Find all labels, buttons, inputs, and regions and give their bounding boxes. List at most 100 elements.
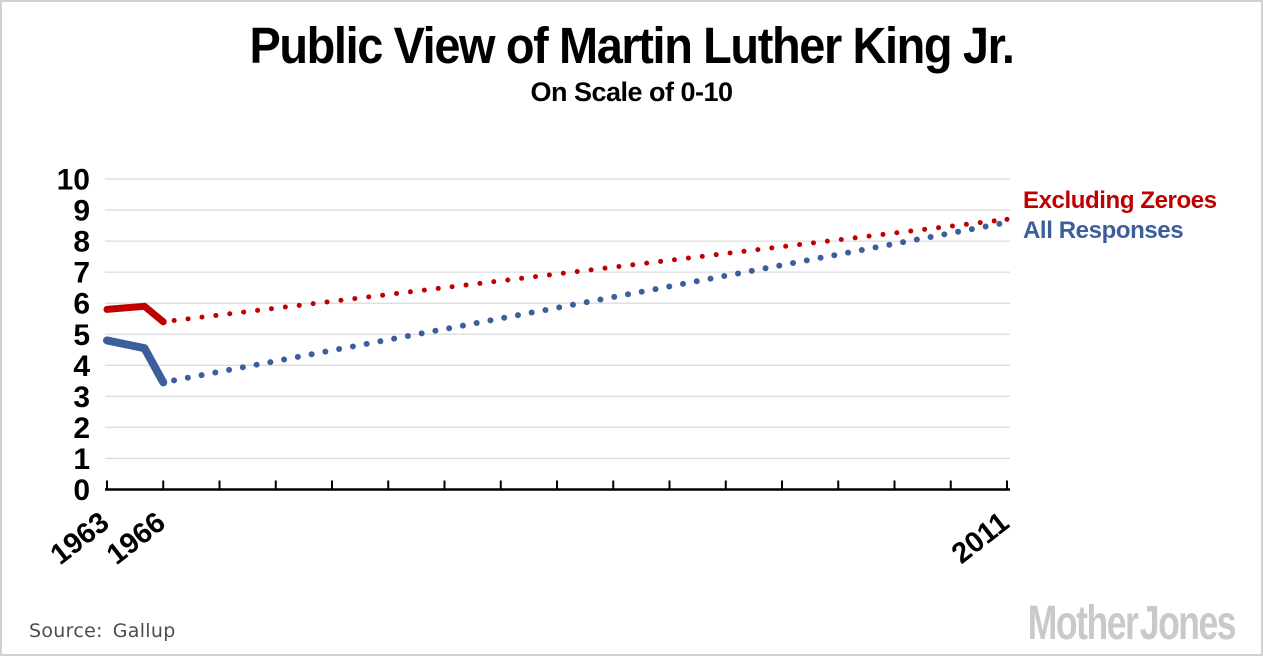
y-tick-label: 9 [73,195,90,228]
series-dot-1 [679,280,686,287]
series-dot-0 [435,285,441,291]
series-dot-0 [296,302,302,308]
series-dot-0 [505,277,511,283]
series-line-0 [103,302,167,326]
series-dot-0 [366,294,372,300]
series-dot-0 [755,247,761,253]
series-dot-0 [380,292,386,298]
series-dot-1 [281,356,288,363]
y-tick-label: 4 [73,350,90,383]
series-dot-0 [352,296,358,302]
series-dot-0 [491,279,497,285]
series-dot-1 [996,220,1003,227]
series-dot-0 [852,235,858,241]
series-dot-0 [644,260,650,266]
series-dot-0 [407,289,413,295]
series-dot-0 [963,221,969,227]
series-dot-1 [872,244,879,251]
series-dot-0 [588,267,594,273]
series-dot-0 [241,309,247,315]
series-dot-1 [762,265,769,272]
series-dot-0 [922,226,928,232]
series-dot-1 [556,304,563,311]
series-dot-0 [310,301,316,307]
series-dot-0 [255,307,261,313]
series-dot-0 [421,287,427,293]
series-dot-0 [741,248,747,254]
series-dot-1 [790,260,797,267]
series-dot-0 [630,262,636,268]
series-dot-1 [955,228,962,235]
series-dot-1 [886,241,893,248]
source-value: Gallup [112,620,176,642]
legend: Excluding Zeroes All Responses [1023,186,1217,246]
series-dot-1 [226,366,233,373]
series-dot-1 [308,351,315,358]
series-dot-0 [936,225,942,231]
series-dot-0 [171,318,177,324]
series-dot-1 [253,361,260,368]
series-dot-1 [239,364,246,371]
y-tick-label: 8 [73,226,90,259]
series-dot-0 [991,218,997,224]
x-tick-label: 1966 [101,506,172,571]
legend-item-all-responses: All Responses [1023,217,1184,244]
series-dot-0 [282,304,288,310]
series-dot-1 [514,312,521,319]
series-dot-0 [727,250,733,256]
series-dot-1 [404,333,411,340]
series-dot-0 [824,238,830,244]
y-tick-label: 10 [57,164,90,197]
series-dot-0 [449,284,455,290]
series-dot-1 [363,340,370,347]
series-dot-1 [624,291,631,298]
series-dot-1 [446,325,453,332]
series-dot-1 [459,322,466,329]
series-dot-0 [866,233,872,239]
series-dot-0 [616,263,622,269]
series-dot-1 [666,283,673,290]
series-dot-0 [213,312,219,318]
series-dot-0 [797,242,803,248]
series-dot-0 [838,236,844,242]
series-dot-1 [198,372,205,379]
series-dot-1 [982,223,989,230]
series-dot-1 [831,252,838,259]
y-tick-label: 5 [73,319,90,352]
y-tick-label: 7 [73,257,90,290]
y-tick-label: 2 [73,412,90,445]
series-dot-0 [519,275,525,281]
series-dot-1 [735,270,742,277]
series-dot-0 [949,223,955,229]
series-dot-0 [338,297,344,303]
series-dot-1 [638,288,645,295]
series-dot-1 [569,301,576,308]
series-dot-0 [477,280,483,286]
series-dot-1 [776,262,783,269]
series-dot-1 [487,317,494,324]
series-dot-1 [803,257,810,264]
series-dot-0 [602,265,608,271]
series-dot-1 [212,369,219,376]
chart-title: Public View of Martin Luther King Jr. [249,17,1014,74]
series-dot-0 [699,253,705,259]
series-dot-0 [574,269,580,275]
series-dot-0 [199,314,205,320]
series-dot-0 [227,311,233,317]
series-dot-0 [894,230,900,236]
series-dot-1 [707,275,714,282]
series-dot-0 [463,282,469,288]
series-dot-0 [1004,216,1010,222]
y-tick-label: 1 [73,443,90,476]
series-dot-1 [900,239,907,246]
series-dot-0 [546,272,552,278]
series-dot-1 [322,348,329,355]
series-dot-0 [908,228,914,234]
series-dot-1 [432,327,439,334]
series-dot-1 [583,299,590,306]
y-tick-label: 0 [73,474,90,507]
x-tick-label: 1963 [45,506,116,571]
series-dot-0 [658,258,664,264]
series-dot-1 [391,335,398,342]
source-note: Source: Gallup [29,620,176,642]
